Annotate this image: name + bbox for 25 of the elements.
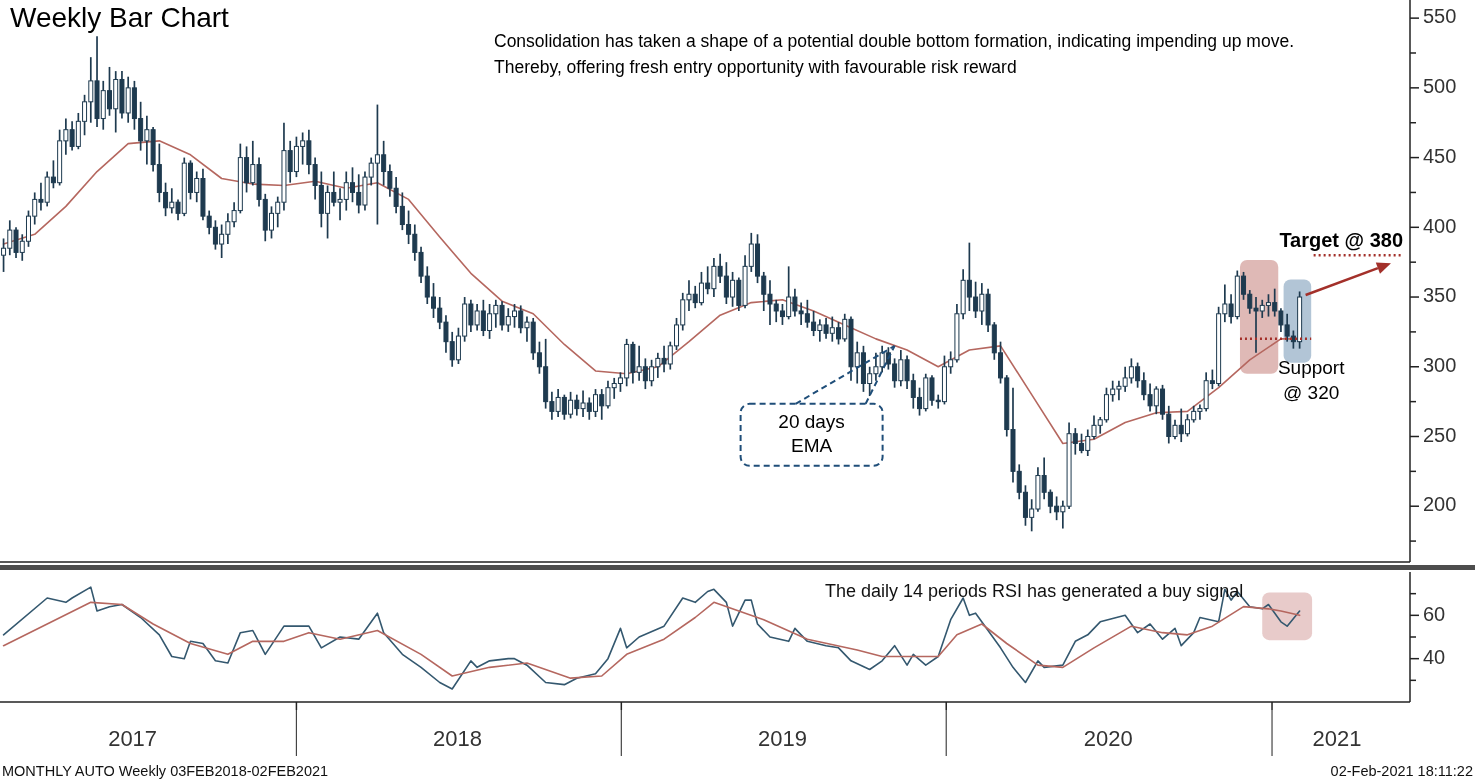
- y-tick-label: 40: [1423, 645, 1446, 668]
- y-tick-label: 200: [1423, 493, 1457, 516]
- line-series: [2, 586, 1301, 690]
- y-tick-label: 450: [1423, 144, 1457, 167]
- line-series: [2, 601, 1301, 679]
- y-tick-label: 550: [1423, 5, 1457, 28]
- x-tick-label: 2020: [1083, 726, 1133, 751]
- ref-line-label: Target @ 380: [1279, 229, 1403, 252]
- y-tick-label: 250: [1423, 423, 1457, 446]
- text: 02-Feb-2021 18:11:22: [1330, 763, 1473, 779]
- annotation: The daily 14 periods RSI has generated a buy signal: [825, 581, 1244, 601]
- text: MONTHLY AUTO Weekly 03FEB2018-02FEB2021: [2, 763, 329, 779]
- x-tick-label: 2018: [433, 726, 483, 751]
- annotation: Consolidation has taken a shape of a potential double bottom formation, indicating impending up move. Thereby, offering fresh entry opportunity with favourable risk reward: [494, 30, 1294, 79]
- annotation: 20 days EMA: [777, 409, 846, 458]
- x-tick-label: 2019: [757, 726, 807, 751]
- y-tick-label: 400: [1423, 214, 1457, 237]
- y-tick-label: 350: [1423, 284, 1457, 307]
- y-tick-label: 500: [1423, 75, 1457, 98]
- chart-title: Weekly Bar Chart: [10, 2, 230, 33]
- ref-line-label: Support @ 320: [1276, 355, 1346, 405]
- y-tick-label: 60: [1423, 602, 1446, 625]
- x-tick-label: 2021: [1312, 726, 1362, 751]
- y-tick-label: 300: [1423, 354, 1457, 377]
- x-tick-label: 2017: [108, 726, 158, 751]
